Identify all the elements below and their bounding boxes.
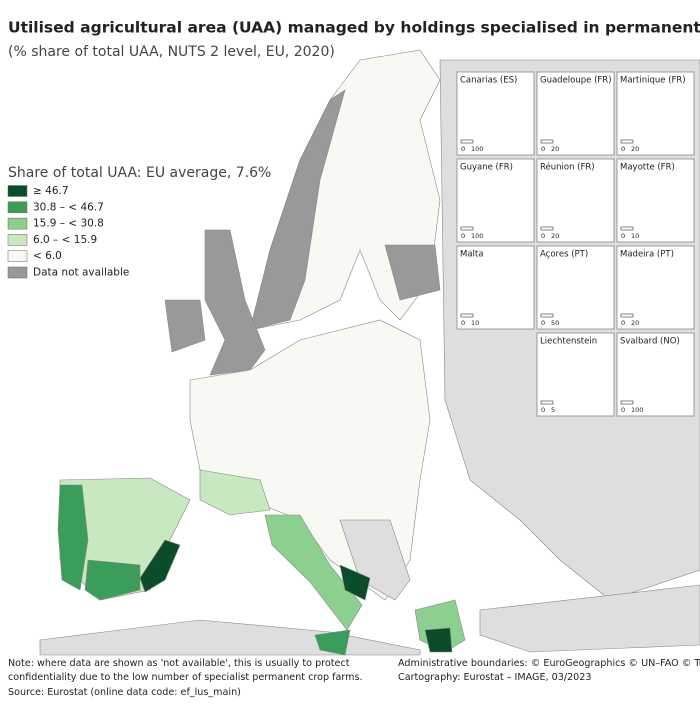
legend-label: Data not available — [33, 267, 129, 279]
spain-east — [139, 539, 181, 593]
finland-na — [384, 244, 441, 301]
credit-line: Cartography: Eurostat – IMAGE, 03/2023 — [398, 672, 592, 683]
scale-bar — [460, 226, 474, 231]
scale-label: 0 — [621, 145, 625, 153]
scale-bar — [540, 139, 554, 144]
scale-label: 20 — [551, 145, 559, 153]
legend-swatch — [7, 185, 28, 197]
scale-label: 100 — [631, 406, 643, 414]
scale-bar — [620, 400, 634, 405]
inset: Réunion (FR) 0 20 — [536, 158, 615, 243]
scale-label: 100 — [471, 232, 483, 240]
inset: Guyane (FR) 0 100 — [456, 158, 535, 243]
balkans-na — [339, 519, 411, 601]
inset: Açores (PT) 0 50 — [536, 245, 615, 330]
scale-label: 0 — [541, 319, 545, 327]
credit-line: Administrative boundaries: © EuroGeograp… — [398, 658, 700, 669]
inset-label: Guyane (FR) — [460, 163, 513, 173]
scale-bar — [540, 226, 554, 231]
inset-label: Mayotte (FR) — [620, 163, 675, 173]
legend-swatch — [7, 201, 28, 214]
legend-label: < 6.0 — [33, 250, 62, 262]
scale-label: 50 — [551, 319, 559, 327]
peloponnese — [424, 627, 453, 653]
scale-bar — [540, 313, 554, 318]
note-line: confidentiality due to the low number of… — [8, 672, 363, 683]
scale-label: 0 — [461, 145, 465, 153]
inset-label: Açores (PT) — [540, 250, 588, 260]
inset-label: Guadeloupe (FR) — [540, 76, 612, 86]
italy — [264, 514, 363, 631]
scale-label: 0 — [621, 406, 625, 414]
subtitle: (% share of total UAA, NUTS 2 level, EU,… — [8, 44, 335, 60]
inset-label: Liechtenstein — [540, 337, 597, 347]
inset-label: Svalbard (NO) — [620, 337, 680, 347]
portugal — [57, 484, 89, 591]
source: Source: Eurostat (online data code: ef_l… — [8, 687, 241, 698]
inset: Guadeloupe (FR) 0 20 — [536, 71, 615, 156]
non-eu-land — [39, 619, 421, 656]
inset-label: Canarias (ES) — [460, 76, 517, 86]
inset-label: Martinique (FR) — [620, 76, 686, 86]
legend-title: Share of total UAA: EU average, 7.6% — [8, 165, 271, 181]
scale-label: 0 — [621, 232, 625, 240]
legend-label: 15.9 – < 30.8 — [33, 218, 104, 230]
scale-label: 0 — [461, 232, 465, 240]
inset: Svalbard (NO) 0 100 — [616, 332, 695, 417]
legend-swatch — [7, 234, 28, 246]
note-line: Note: where data are shown as 'not avail… — [8, 658, 350, 669]
inset: Canarias (ES) 0 100 — [456, 71, 535, 156]
legend: Share of total UAA: EU average, 7.6% ≥ 4… — [7, 165, 271, 279]
scale-bar — [620, 313, 634, 318]
apulia — [339, 564, 371, 601]
scale-bar — [540, 400, 554, 405]
scale-bar — [620, 139, 634, 144]
inset-label: Réunion (FR) — [540, 162, 595, 173]
legend-swatch — [7, 266, 28, 279]
uk — [204, 229, 266, 376]
scale-label: 20 — [631, 319, 639, 327]
inset: Martinique (FR) 0 20 — [616, 71, 695, 156]
inset-label: Malta — [460, 250, 483, 260]
scale-label: 0 — [621, 319, 625, 327]
france-south — [199, 469, 271, 516]
legend-label: 30.8 – < 46.7 — [33, 201, 104, 213]
scale-bar — [620, 226, 634, 231]
scale-label: 0 — [541, 406, 545, 414]
inset-label: Madeira (PT) — [620, 250, 674, 260]
scale-label: 0 — [541, 232, 545, 240]
legend-swatch — [7, 250, 28, 262]
scale-label: 0 — [461, 319, 465, 327]
legend-label: 6.0 – < 15.9 — [33, 234, 97, 246]
scale-label: 0 — [541, 145, 545, 153]
inset: Madeira (PT) 0 20 — [616, 245, 695, 330]
legend-label: ≥ 46.7 — [33, 185, 69, 197]
legend-swatch — [7, 217, 28, 230]
scale-label: 10 — [631, 232, 639, 240]
ireland — [164, 299, 206, 353]
scale-label: 20 — [631, 145, 639, 153]
scale-label: 20 — [551, 232, 559, 240]
title: Utilised agricultural area (UAA) managed… — [8, 19, 700, 37]
scale-label: 5 — [551, 406, 555, 414]
andalucia — [84, 559, 141, 601]
scale-bar — [460, 313, 474, 318]
inset: Malta 0 10 — [456, 245, 535, 330]
norway-na — [249, 89, 346, 331]
non-eu-land — [479, 584, 700, 653]
inset: Liechtenstein 0 5 — [536, 332, 615, 417]
scale-bar — [460, 139, 474, 144]
scale-label: 10 — [471, 319, 479, 327]
inset: Mayotte (FR) 0 10 — [616, 158, 695, 243]
sicily — [314, 629, 351, 656]
scale-label: 100 — [471, 145, 483, 153]
